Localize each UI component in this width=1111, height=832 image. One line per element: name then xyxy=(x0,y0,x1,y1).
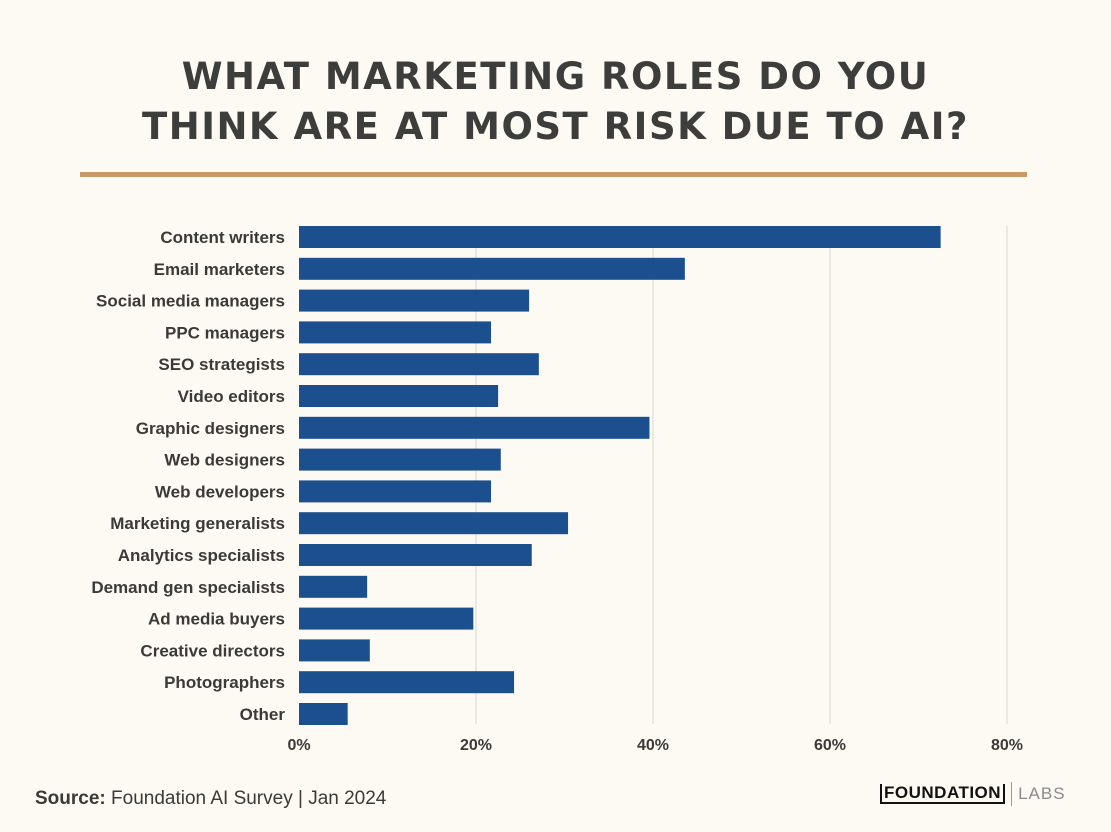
bar xyxy=(299,289,530,312)
title-divider xyxy=(80,172,1027,177)
bar xyxy=(299,353,539,376)
logo-separator xyxy=(1011,782,1013,806)
bar xyxy=(299,448,501,471)
category-label: Video editors xyxy=(178,387,285,406)
bar xyxy=(299,226,941,248)
bar xyxy=(299,385,499,407)
category-label: Web developers xyxy=(155,482,285,501)
logo-wordmark: FOUNDATION xyxy=(880,784,1006,804)
source-label: Source: xyxy=(35,788,106,809)
bar xyxy=(299,703,348,725)
x-tick-label: 20% xyxy=(460,737,492,754)
bar xyxy=(299,607,474,630)
chart-title-line-1: WHAT MARKETING ROLES DO YOU xyxy=(181,55,930,98)
category-label: Analytics specialists xyxy=(118,546,285,565)
category-label: Email marketers xyxy=(154,260,285,279)
foundation-labs-logo: FOUNDATION LABS xyxy=(880,781,1066,807)
category-label: PPC managers xyxy=(165,323,285,342)
category-label: Content writers xyxy=(160,228,285,247)
source-note: Source: Foundation AI Survey | Jan 2024 xyxy=(35,788,386,810)
category-label: Graphic designers xyxy=(136,419,285,438)
x-tick-label: 40% xyxy=(637,737,669,754)
x-tick-label: 80% xyxy=(991,737,1023,754)
category-label: Web designers xyxy=(164,451,285,470)
logo-subtext: LABS xyxy=(1018,784,1066,803)
bar xyxy=(299,416,650,439)
category-label: Creative directors xyxy=(140,641,285,660)
category-label: Photographers xyxy=(164,673,285,692)
bar xyxy=(299,321,492,344)
category-label: Marketing generalists xyxy=(110,514,285,533)
bar xyxy=(299,639,370,662)
category-label: Other xyxy=(240,705,286,724)
bar xyxy=(299,512,569,535)
bar xyxy=(299,671,515,694)
chart-title: WHAT MARKETING ROLES DO YOU THINK ARE AT… xyxy=(0,52,1111,152)
bar xyxy=(299,257,685,280)
category-label: Social media managers xyxy=(96,292,285,311)
chart-title-line-2: THINK ARE AT MOST RISK DUE TO AI? xyxy=(141,105,969,148)
x-tick-label: 60% xyxy=(814,737,846,754)
category-label: SEO strategists xyxy=(158,355,285,374)
bar xyxy=(299,480,492,503)
bar xyxy=(299,575,368,598)
source-text: Foundation AI Survey | Jan 2024 xyxy=(111,788,387,809)
x-tick-label: 0% xyxy=(287,737,310,754)
bar xyxy=(299,544,532,566)
category-label: Ad media buyers xyxy=(148,610,285,629)
category-label: Demand gen specialists xyxy=(91,578,285,597)
